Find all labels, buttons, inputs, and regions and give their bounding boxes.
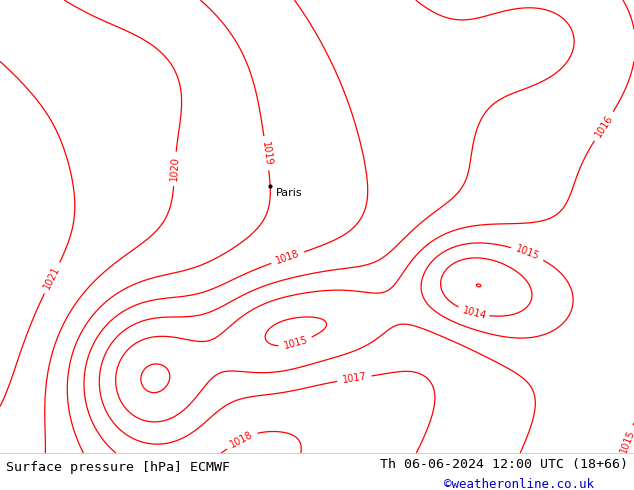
Text: Surface pressure [hPa] ECMWF: Surface pressure [hPa] ECMWF [6,462,230,474]
Text: 1020: 1020 [169,156,181,181]
Text: 1018: 1018 [275,249,301,266]
Text: Paris: Paris [276,188,302,198]
Text: 1021: 1021 [42,265,62,291]
Text: 1015: 1015 [514,244,541,262]
Text: 1015: 1015 [282,335,309,351]
Text: 1018: 1018 [228,429,255,450]
Text: 1016: 1016 [593,113,615,139]
Text: 1017: 1017 [341,372,367,386]
Text: 1015: 1015 [618,428,634,455]
Text: 1014: 1014 [462,305,488,321]
Text: Th 06-06-2024 12:00 UTC (18+66): Th 06-06-2024 12:00 UTC (18+66) [380,458,628,471]
Text: ©weatheronline.co.uk: ©weatheronline.co.uk [444,478,594,490]
Text: 1019: 1019 [260,141,273,166]
